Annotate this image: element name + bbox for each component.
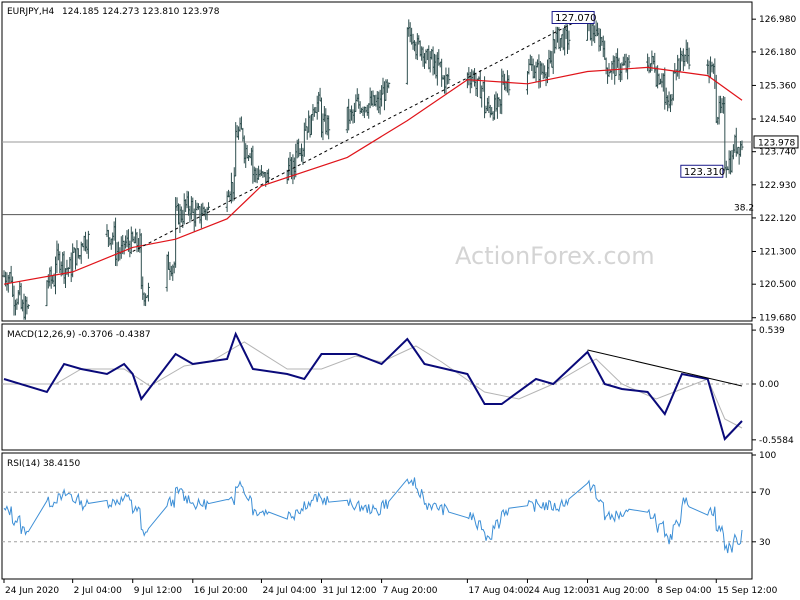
macd-line — [3, 331, 743, 441]
price-trendline — [132, 15, 588, 252]
x-axis: 24 Jun 2020 2 Jul 04:00 9 Jul 12:00 16 Jul … — [3, 579, 778, 596]
x-tick-label: 16 Jul 20:00 — [194, 586, 248, 596]
rsi-panel — [1, 452, 753, 580]
macd-layer: 0.539 0.00 -0.5584 — [2, 326, 794, 446]
rsi-title: RSI(14) 38.4150 — [7, 459, 80, 469]
macd-tick-label: 0.00 — [759, 380, 779, 390]
rsi-tick-label: 30 — [759, 538, 771, 548]
x-tick-label: 31 Jul 12:00 — [323, 586, 377, 596]
price-panel — [1, 1, 753, 322]
current-price-box — [753, 135, 799, 149]
price-tick-label: 126.180 — [759, 48, 796, 58]
price-tick-label: 123.740 — [759, 148, 796, 158]
symbol-label: EURJPY,H4 — [7, 7, 55, 17]
x-tick-label: 17 Aug 04:00 — [468, 586, 529, 596]
fib-label: 38.2 — [734, 204, 754, 214]
macd-signal-line — [4, 341, 743, 429]
price-tick-label: 124.540 — [759, 115, 796, 125]
price-annotation-label: 127.070 — [555, 13, 596, 24]
rsi-tick-label: 100 — [759, 451, 776, 461]
price-tick-label: 122.120 — [759, 214, 796, 224]
price-annotation-box — [551, 10, 595, 24]
x-tick-label: 9 Jul 12:00 — [134, 586, 183, 596]
price-layer: 126.980 126.180 125.360 124.540 123.740 122.9… — [2, 10, 799, 324]
price-tick-label: 119.680 — [759, 314, 796, 324]
watermark: ActionForex.com — [455, 242, 655, 270]
x-tick-label: 24 Aug 12:00 — [528, 586, 589, 596]
rsi-tick-label: 70 — [759, 488, 771, 498]
rsi-layer: 100 70 30 — [2, 451, 776, 554]
x-tick-label: 7 Aug 20:00 — [383, 586, 438, 596]
price-tick-label: 121.300 — [759, 247, 796, 257]
macd-panel — [1, 323, 753, 451]
price-annotation-box — [680, 164, 724, 178]
price-tick-label: 125.360 — [759, 81, 796, 91]
rsi-line — [3, 477, 743, 554]
x-tick-label: 24 Jun 2020 — [5, 586, 59, 596]
x-tick-label: 15 Sep 12:00 — [717, 586, 777, 596]
x-tick-label: 31 Aug 20:00 — [589, 586, 650, 596]
moving-average-line — [3, 66, 743, 285]
ohlc-label: 124.185 124.273 123.810 123.978 — [62, 7, 220, 17]
macd-tick-label: 0.539 — [759, 326, 785, 336]
x-tick-label: 2 Jul 04:00 — [74, 586, 123, 596]
x-tick-label: 24 Jul 04:00 — [262, 586, 316, 596]
macd-tick-label: -0.5584 — [759, 436, 794, 446]
macd-trendline — [587, 349, 743, 387]
price-tick-label: 120.500 — [759, 280, 796, 290]
price-tick-label: 122.930 — [759, 181, 796, 191]
current-price-label: 123.978 — [758, 138, 795, 148]
price-tick-label: 126.980 — [759, 15, 796, 25]
macd-title: MACD(12,26,9) -0.3706 -0.4387 — [7, 330, 151, 340]
x-tick-label: 8 Sep 04:00 — [657, 586, 712, 596]
price-annotation-label: 123.310 — [684, 167, 725, 178]
